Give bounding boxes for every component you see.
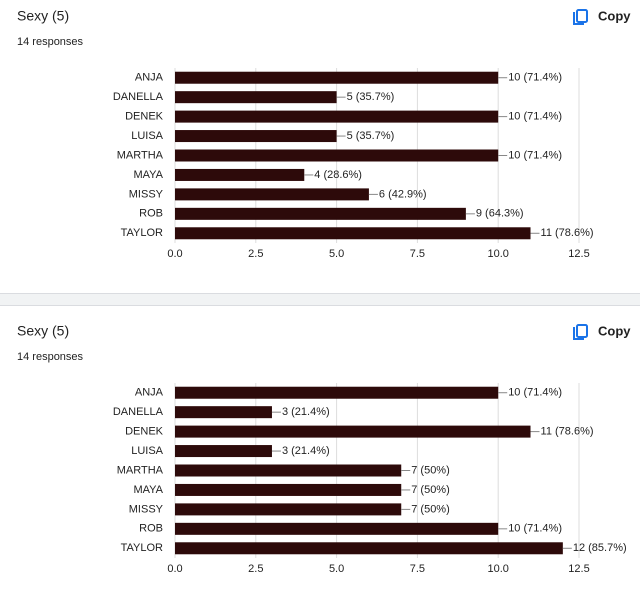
category-label: DENEK [125, 426, 164, 438]
bar [175, 386, 499, 399]
category-label: DANELLA [113, 91, 164, 103]
value-label: 7 (50%) [411, 464, 450, 476]
value-label: 10 (71.4%) [508, 149, 562, 161]
response-count: 14 responses [17, 36, 84, 48]
category-label: ANJA [135, 387, 164, 399]
question-title: Sexy (5) [17, 323, 69, 339]
bar [175, 464, 402, 477]
separator [0, 293, 640, 305]
bar [175, 445, 272, 458]
response-count: 14 responses [17, 351, 84, 363]
bar [175, 406, 272, 419]
category-label: ROB [139, 208, 163, 220]
x-tick-label: 10.0 [487, 248, 508, 260]
bar [175, 110, 499, 123]
x-tick-label: 5.0 [329, 248, 344, 260]
bar [175, 425, 531, 438]
bar [175, 503, 402, 516]
x-tick-label: 2.5 [248, 563, 263, 575]
value-label: 3 (21.4%) [282, 406, 330, 418]
value-label: 7 (50%) [411, 484, 450, 496]
category-label: MAYA [133, 169, 163, 181]
bar [175, 130, 337, 143]
card [0, 0, 640, 293]
x-tick-label: 0.0 [167, 248, 182, 260]
x-tick-label: 5.0 [329, 563, 344, 575]
category-label: MAYA [133, 484, 163, 496]
value-label: 3 (21.4%) [282, 445, 330, 457]
category-label: MARTHA [117, 149, 164, 161]
x-tick-label: 10.0 [487, 563, 508, 575]
category-label: MISSY [129, 188, 164, 200]
bar [175, 483, 402, 496]
category-label: ANJA [135, 72, 164, 84]
category-label: ROB [139, 523, 163, 535]
question-title: Sexy (5) [17, 8, 69, 24]
value-label: 5 (35.7%) [347, 130, 395, 142]
x-tick-label: 12.5 [568, 563, 589, 575]
category-label: TAYLOR [121, 542, 163, 554]
category-label: MISSY [129, 503, 164, 515]
bar [175, 522, 499, 535]
value-label: 10 (71.4%) [508, 111, 562, 123]
value-label: 5 (35.7%) [347, 91, 395, 103]
x-tick-label: 7.5 [410, 563, 425, 575]
bar [175, 71, 499, 84]
bar [175, 188, 369, 201]
category-label: MARTHA [117, 464, 164, 476]
value-label: 11 (78.6%) [541, 227, 594, 239]
value-label: 10 (71.4%) [508, 72, 562, 84]
bar [175, 91, 337, 104]
bar [175, 227, 531, 240]
category-label: DENEK [125, 111, 164, 123]
category-label: LUISA [131, 445, 163, 457]
x-tick-label: 12.5 [568, 248, 589, 260]
copy-icon[interactable] [576, 9, 588, 23]
value-label: 6 (42.9%) [379, 188, 427, 200]
value-label: 7 (50%) [411, 503, 450, 515]
copy-icon[interactable] [573, 327, 584, 340]
value-label: 10 (71.4%) [508, 523, 562, 535]
x-tick-label: 0.0 [167, 563, 182, 575]
copy-button[interactable]: Copy [598, 8, 631, 23]
category-label: LUISA [131, 130, 163, 142]
copy-button[interactable]: Copy [598, 323, 631, 338]
value-label: 11 (78.6%) [541, 426, 594, 438]
value-label: 9 (64.3%) [476, 208, 524, 220]
bar [175, 207, 466, 220]
x-tick-label: 7.5 [410, 248, 425, 260]
value-label: 4 (28.6%) [314, 169, 362, 181]
value-label: 10 (71.4%) [508, 387, 562, 399]
copy-icon[interactable] [573, 12, 584, 25]
bar [175, 542, 563, 555]
category-label: DANELLA [113, 406, 164, 418]
bar [175, 149, 499, 162]
x-tick-label: 2.5 [248, 248, 263, 260]
bar [175, 168, 305, 181]
value-label: 12 (85.7%) [573, 542, 627, 554]
category-label: TAYLOR [121, 227, 163, 239]
copy-icon[interactable] [576, 324, 588, 338]
